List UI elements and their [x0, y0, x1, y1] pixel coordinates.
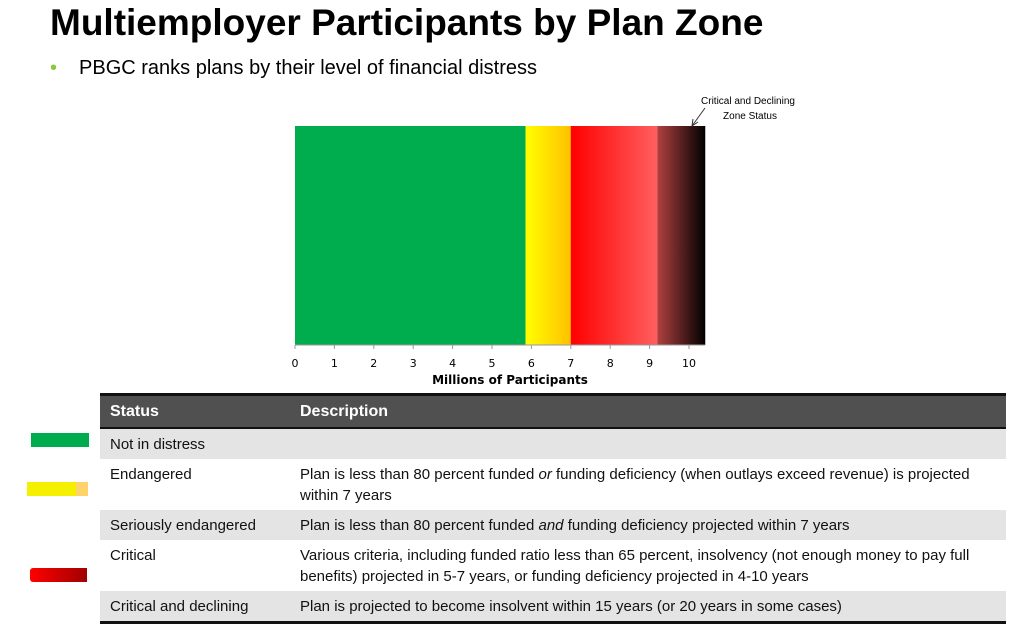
legend-swatch-red — [30, 568, 87, 582]
x-tick-label: 9 — [646, 357, 653, 370]
status-cell: Critical and declining — [100, 591, 290, 624]
table-row: Critical and declining Plan is projected … — [100, 591, 1006, 624]
annotation-text: Critical and Declining Zone Status — [701, 96, 795, 122]
bar-segment — [525, 126, 572, 345]
bullet-text: PBGC ranks plans by their level of finan… — [79, 57, 537, 79]
table-row: Critical Various criteria, including fund… — [100, 540, 1006, 591]
description-cell: Plan is less than 80 percent funded and … — [290, 510, 1006, 540]
x-tick-label: 2 — [370, 357, 377, 370]
description-cell: Plan is less than 80 percent funded or f… — [300, 466, 970, 504]
x-tick-label: 0 — [292, 357, 299, 370]
x-tick-label: 8 — [607, 357, 614, 370]
description-cell: Plan is projected to become insolvent wi… — [290, 591, 1006, 624]
header-description: Description — [290, 393, 1006, 429]
bullet-icon: • — [50, 57, 58, 79]
legend-swatch-yellow — [27, 482, 88, 496]
status-cell: Not in distress — [100, 428, 290, 459]
x-tick-label: 1 — [331, 357, 338, 370]
x-tick-label: 6 — [528, 357, 535, 370]
bar-segment — [295, 126, 526, 345]
x-tick-label: 4 — [449, 357, 456, 370]
header-status: Status — [100, 393, 290, 429]
x-tick-label: 10 — [682, 357, 696, 370]
status-table: Status Description Not in distress Endang… — [100, 393, 1006, 624]
x-axis-label: Millions of Participants — [432, 373, 588, 387]
table-row: Seriously endangered Plan is less than 80… — [100, 510, 1006, 540]
bullet-point: • PBGC ranks plans by their level of fina… — [50, 57, 537, 80]
description-cell: Various criteria, including funded ratio… — [300, 547, 970, 585]
zone-bar-chart: 0 1 2 3 4 5 6 7 8 9 10 Millions of Participants Cr… — [292, 96, 795, 387]
table-row: Endangered Plan is less than 80 percent f… — [100, 459, 1006, 510]
bar-segment — [657, 126, 706, 345]
table-row: Not in distress — [100, 428, 1006, 459]
status-cell: Critical — [110, 547, 156, 564]
x-tick-label: 7 — [567, 357, 574, 370]
status-cell: Seriously endangered — [100, 510, 290, 540]
legend-swatch-green — [31, 433, 89, 447]
x-tick-label: 5 — [489, 357, 496, 370]
status-cell: Endangered — [110, 466, 192, 483]
annotation-arrow — [691, 107, 706, 127]
slide-title: Multiemployer Participants by Plan Zone — [50, 2, 764, 43]
bar-segment — [570, 126, 658, 345]
description-cell — [290, 428, 1006, 459]
x-tick-label: 3 — [410, 357, 417, 370]
